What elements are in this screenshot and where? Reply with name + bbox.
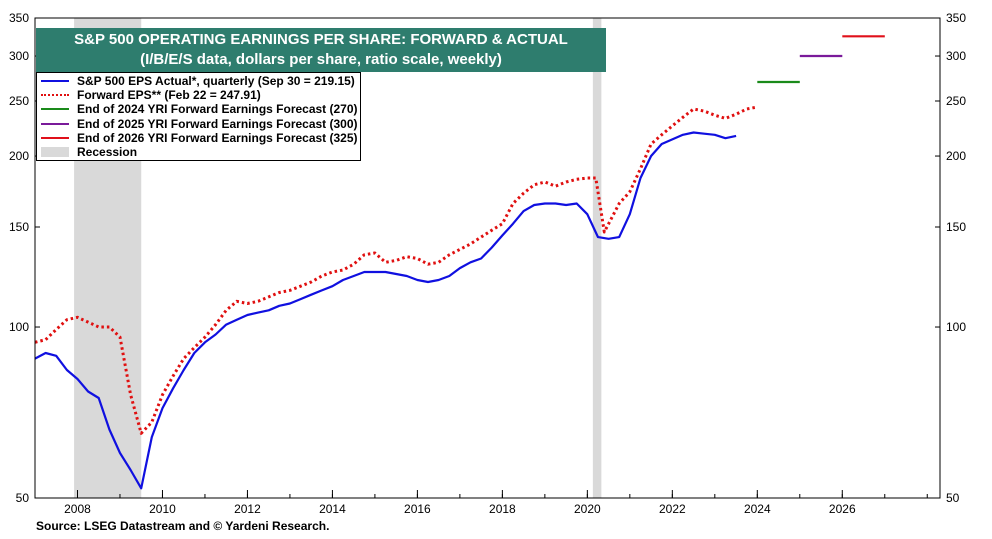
x-tick-label-6: 2020 [574,502,601,516]
legend-swatch-2025 [41,122,69,125]
legend-label-forward: Forward EPS** (Feb 22 = 247.91) [77,88,261,103]
legend-label-actual: S&P 500 EPS Actual*, quarterly (Sep 30 =… [77,74,355,89]
axis-ticks: 50 50 100 100 150 150 200 200 250 250 300 300 350 350… [9,11,966,516]
y-tick-label-left-3: 200 [9,149,29,163]
legend-item-actual: S&P 500 EPS Actual*, quarterly (Sep 30 =… [41,74,356,88]
y-tick-label-left-6: 350 [9,11,29,25]
legend-item-2026: End of 2026 YRI Forward Earnings Forecas… [41,130,358,145]
legend-swatch-2024 [41,108,69,111]
x-tick-label-0: 2008 [64,502,91,516]
legend-item-2025: End of 2025 YRI Forward Earnings Forecas… [41,116,358,131]
y-tick-label-right-4: 250 [946,94,966,108]
legend-item-forward: Forward EPS** (Feb 22 = 247.91) [41,88,356,102]
recession-band-1 [592,18,602,498]
y-tick-label-left-1: 100 [9,320,29,334]
chart-title: S&P 500 OPERATING EARNINGS PER SHARE: FO… [74,31,568,48]
x-tick-label-7: 2022 [659,502,686,516]
legend-label-2026: End of 2026 YRI Forward Earnings Forecas… [77,130,358,145]
y-tick-label-right-6: 350 [946,11,966,25]
legend-item-2024: End of 2024 YRI Forward Earnings Forecas… [41,102,358,117]
y-tick-label-right-3: 200 [946,149,966,163]
legend-swatch-recession [41,147,69,158]
legend-label-2024: End of 2024 YRI Forward Earnings Forecas… [77,102,358,117]
source-note: Source: LSEG Datastream and © Yardeni Re… [36,519,330,533]
x-tick-label-1: 2010 [149,502,176,516]
legend-label-2025: End of 2025 YRI Forward Earnings Forecas… [77,116,358,131]
y-tick-label-right-5: 300 [946,49,966,63]
legend-label-recession: Recession [77,145,138,160]
x-tick-label-3: 2014 [319,502,346,516]
eps-actual-line [34,131,737,490]
y-tick-label-right-1: 100 [946,320,966,334]
chart-title-box: S&P 500 OPERATING EARNINGS PER SHARE: FO… [36,28,606,72]
y-tick-label-right-2: 150 [946,220,966,234]
x-tick-label-4: 2016 [404,502,431,516]
legend-item-recession: Recession [41,145,356,159]
legend-swatch-forward [41,94,69,97]
y-tick-label-right-0: 50 [946,491,960,505]
x-tick-label-8: 2024 [744,502,771,516]
legend-swatch-2026 [41,136,69,139]
y-tick-label-left-0: 50 [16,491,30,505]
x-tick-label-5: 2018 [489,502,516,516]
legend-swatch-actual [41,80,69,83]
x-tick-label-2: 2012 [234,502,261,516]
legend: S&P 500 EPS Actual*, quarterly (Sep 30 =… [36,72,361,162]
plot-frame [34,17,941,499]
y-tick-label-left-5: 300 [9,49,29,63]
y-tick-label-left-2: 150 [9,220,29,234]
series-lines [34,35,885,490]
y-tick-label-left-4: 250 [9,94,29,108]
chart-subtitle: (I/B/E/S data, dollars per share, ratio … [140,51,502,68]
x-tick-label-9: 2026 [829,502,856,516]
